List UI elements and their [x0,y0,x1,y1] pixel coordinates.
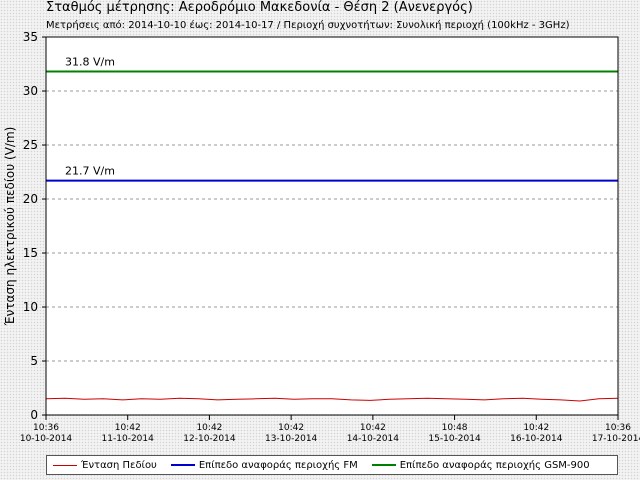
x-tick-date: 10-10-2014 [20,434,73,444]
x-tick-date: 14-10-2014 [347,434,400,444]
x-tick-time: 10:42 [196,423,222,433]
legend-swatch-field [53,464,77,466]
x-tick-time: 10:42 [115,423,141,433]
y-tick-label: 10 [23,300,38,314]
legend-swatch-fm [170,464,195,466]
legend-item-field: Ένταση Πεδίου [53,460,157,471]
legend-label-fm: Επίπεδο αναφοράς περιοχής FM [198,459,358,471]
x-tick-date: 16-10-2014 [510,434,563,444]
field-strength-line [45,397,619,402]
x-tick-time: 10:48 [442,423,468,433]
plot-area [46,37,618,415]
chart-subtitle: Μετρήσεις από: 2014-10-10 έως: 2014-10-1… [46,20,570,31]
x-tick-date: 11-10-2014 [102,434,155,444]
legend-item-fm: Επίπεδο αναφοράς περιοχής FM [170,459,358,471]
legend-item-gsm: Επίπεδο αναφοράς περιοχής GSM-900 [371,459,590,471]
y-tick-label: 15 [23,246,38,260]
x-tick-date: 15-10-2014 [428,434,481,444]
x-tick-date: 13-10-2014 [265,434,318,444]
y-tick-label: 20 [23,192,38,206]
x-tick-time: 10:36 [605,423,631,433]
y-axis-label: Ένταση ηλεκτρικού πεδίου (V/m) [3,127,17,327]
x-tick-time: 10:42 [278,423,304,433]
y-tick-label: 5 [30,354,38,368]
legend-label-gsm: Επίπεδο αναφοράς περιοχής GSM-900 [399,459,590,471]
plot-frame [45,36,619,416]
x-tick-time: 10:36 [33,423,59,433]
x-tick-time: 10:42 [360,423,386,433]
y-tick-label: 25 [23,138,38,152]
y-tick-label: 0 [30,408,38,422]
chart-title: Σταθμός μέτρησης: Αεροδρόμιο Μακεδονία -… [46,0,473,15]
legend-swatch-gsm [371,464,396,466]
y-tick-label: 35 [23,30,38,44]
x-tick-date: 12-10-2014 [183,434,236,444]
x-tick-date: 17-10-2014 [592,434,640,444]
legend-label-field: Ένταση Πεδίου [81,459,157,471]
fm-reference-label: 21.7 V/m [65,165,115,178]
x-tick-time: 10:42 [523,423,549,433]
chart-legend: Ένταση Πεδίου Επίπεδο αναφοράς περιοχής … [46,455,618,475]
y-tick-label: 30 [23,84,38,98]
gsm-reference-label: 31.8 V/m [65,56,115,69]
